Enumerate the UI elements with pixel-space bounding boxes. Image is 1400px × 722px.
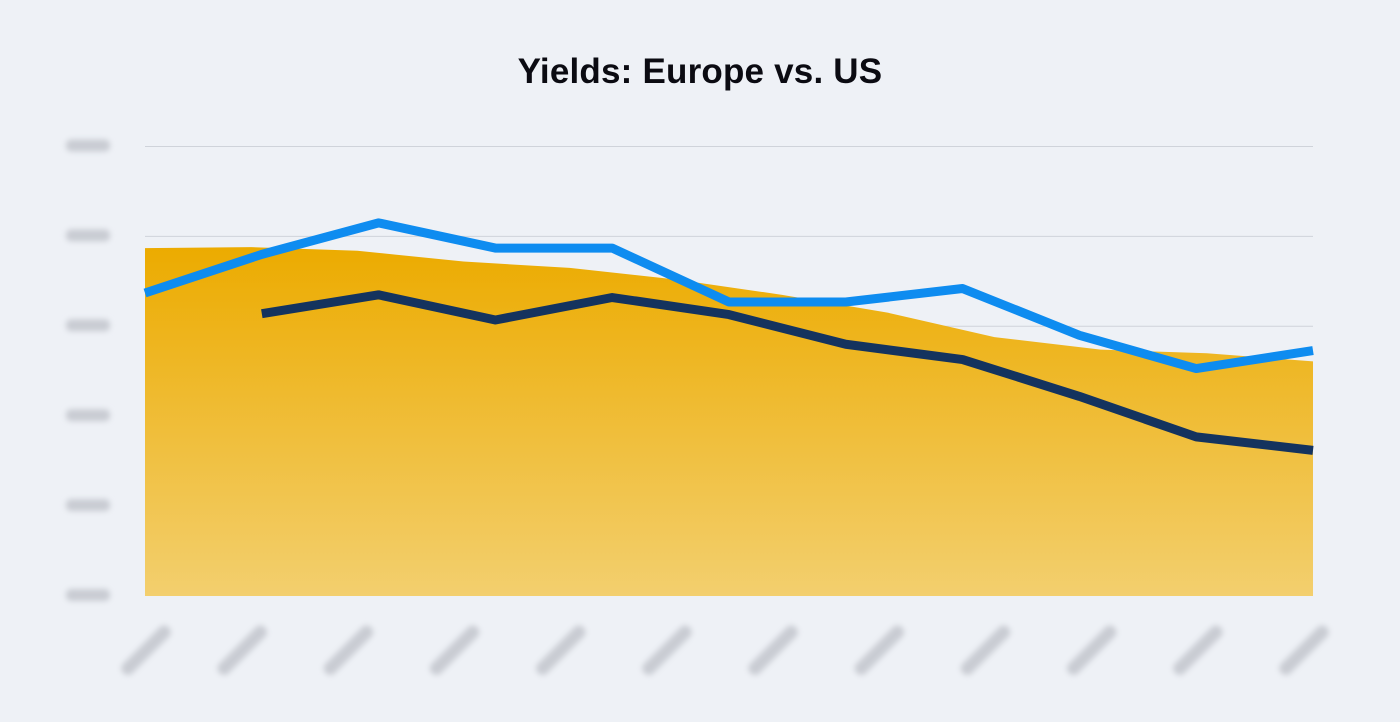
y-tick-label: [66, 319, 110, 332]
x-tick-label: [642, 625, 692, 675]
x-tick-label: [748, 625, 798, 675]
x-tick-label: [121, 625, 171, 675]
y-tick-label: [66, 409, 110, 422]
x-tick-label: [323, 625, 374, 675]
area-series-fill: [145, 247, 1313, 596]
chart-title: Yields: Europe vs. US: [517, 52, 883, 91]
x-tick-label: [960, 625, 1011, 675]
area-series: [145, 247, 1313, 596]
y-tick-label: [66, 139, 110, 152]
x-tick-label: [429, 625, 480, 675]
x-tick-label: [854, 625, 905, 675]
axis-ticks: [66, 139, 1329, 675]
x-tick-label: [1173, 625, 1223, 675]
x-tick-label: [1066, 625, 1117, 675]
y-tick-label: [66, 229, 110, 242]
y-tick-label: [66, 499, 110, 512]
x-tick-label: [1279, 625, 1329, 675]
line-series-1: [143, 218, 1314, 374]
y-tick-label: [66, 589, 110, 601]
x-tick-label: [536, 625, 586, 675]
line-series: [143, 218, 1314, 455]
line-series-2: [261, 290, 1314, 455]
x-tick-label: [217, 625, 267, 675]
